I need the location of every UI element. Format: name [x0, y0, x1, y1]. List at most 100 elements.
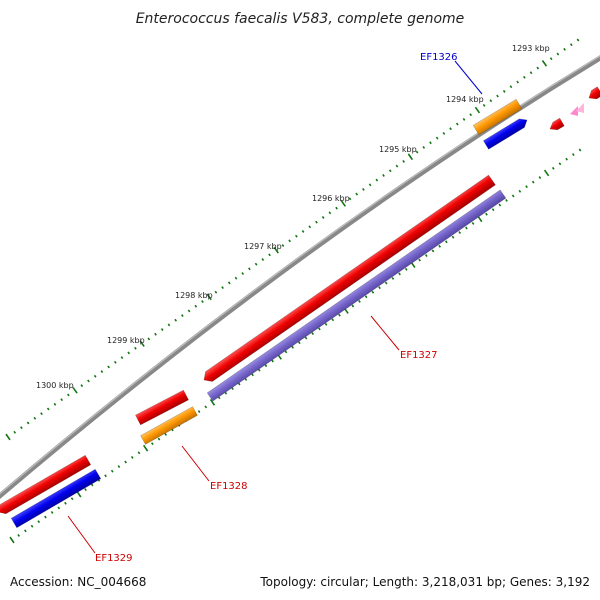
ruler-label-1297: 1297 kbp	[244, 242, 282, 251]
gene-ef1328-cds[interactable]	[135, 389, 189, 426]
inner-tick	[351, 304, 355, 308]
inner-tick	[445, 240, 448, 244]
gene-ef1329-feature[interactable]	[10, 468, 102, 529]
outer-tick	[474, 106, 481, 114]
inner-tick	[578, 148, 582, 152]
inner-tick	[244, 377, 248, 381]
outer-tick	[288, 239, 291, 243]
gene-ef1327-cds[interactable]	[201, 174, 496, 385]
outer-tick	[241, 272, 245, 275]
outer-tick	[563, 47, 566, 51]
outer-tick	[462, 117, 466, 121]
gene-ef1329-cds[interactable]	[0, 454, 92, 517]
outer-tick	[328, 211, 332, 215]
gene-label-ef1329[interactable]: EF1329	[95, 553, 133, 564]
outer-tick	[301, 230, 305, 233]
inner-tick	[398, 272, 401, 276]
outer-tick	[248, 267, 251, 271]
inner-tick	[137, 451, 141, 455]
gene-label-ef1327[interactable]: EF1327	[400, 350, 438, 361]
outer-tick	[368, 183, 372, 187]
outer-tick	[489, 99, 493, 103]
inner-tick	[358, 299, 361, 303]
outer-tick	[429, 141, 432, 145]
outer-tick	[234, 276, 238, 280]
outer-tick	[435, 136, 439, 140]
inner-tick	[284, 350, 288, 354]
inner-tick	[237, 382, 241, 386]
edge-red-feature[interactable]	[586, 86, 600, 102]
outer-tick	[40, 412, 43, 416]
inner-tick	[17, 533, 21, 537]
gene-label-ef1328[interactable]: EF1328	[210, 481, 248, 492]
outer-tick	[93, 374, 97, 378]
inner-tick	[458, 231, 462, 235]
ruler-label-1293: 1293 kbp	[512, 44, 550, 53]
outer-tick	[348, 197, 352, 201]
outer-tick	[67, 393, 70, 397]
outer-tick	[388, 169, 392, 173]
outer-tick	[60, 398, 63, 402]
gene-ef1326-feature[interactable]	[482, 116, 529, 150]
inner-tick	[224, 391, 228, 395]
accession-text: Accession: NC_004668	[10, 575, 147, 589]
ef1328-leader	[181, 445, 210, 482]
inner-tick	[50, 511, 54, 514]
inner-tick	[571, 153, 575, 157]
inner-tick	[231, 387, 234, 391]
outer-tick	[254, 262, 258, 266]
inner-tick	[511, 194, 515, 198]
outer-tick	[174, 318, 177, 322]
outer-tick	[100, 370, 104, 374]
outer-tick	[127, 351, 131, 355]
inner-tick	[384, 281, 388, 285]
outer-tick	[26, 421, 30, 425]
outer-tick	[201, 300, 204, 303]
inner-tick	[525, 185, 528, 189]
genome-backbone-highlight	[0, 55, 600, 495]
outer-tick	[496, 94, 499, 98]
ef1329-leader	[67, 515, 96, 554]
outer-tick	[407, 153, 414, 161]
inner-tick	[424, 254, 428, 257]
outer-tick	[516, 80, 519, 84]
inner-tick	[498, 203, 502, 207]
pink-features[interactable]	[570, 103, 584, 116]
inner-tick	[505, 199, 508, 202]
outer-tick	[181, 314, 184, 318]
inner-tick	[197, 410, 201, 413]
gene-label-ef1326[interactable]: EF1326	[420, 52, 458, 63]
gene-ef1327-feature[interactable]	[206, 189, 507, 402]
outer-tick	[556, 52, 560, 56]
outer-tick	[509, 85, 513, 89]
gene-ef1326-cds[interactable]	[472, 98, 523, 136]
inner-tick	[451, 235, 455, 239]
inner-tick	[491, 208, 495, 212]
ruler-label-1298: 1298 kbp	[175, 291, 213, 300]
outer-tick	[33, 416, 37, 420]
inner-tick	[531, 180, 535, 184]
inner-tick	[124, 460, 127, 464]
inner-tick	[150, 442, 154, 446]
small-red-feature[interactable]	[548, 117, 565, 133]
inner-tick	[538, 176, 542, 179]
outer-tick	[415, 150, 419, 154]
inner-tick	[465, 226, 468, 230]
outer-tick	[273, 246, 279, 254]
inner-tick	[251, 373, 254, 377]
outer-tick	[227, 281, 231, 285]
inner-tick	[110, 469, 114, 473]
outer-tick	[147, 337, 151, 341]
outer-tick	[395, 164, 399, 168]
inner-tick	[104, 474, 107, 478]
inner-tick	[518, 189, 522, 193]
inner-tick	[543, 169, 550, 177]
inner-tick	[471, 221, 475, 225]
outer-tick	[107, 365, 110, 369]
outer-tick	[335, 206, 338, 210]
inner-tick	[84, 488, 87, 491]
inner-tick	[431, 249, 435, 253]
gene-ef1328-feature[interactable]	[140, 406, 198, 445]
inner-tick	[338, 313, 341, 317]
